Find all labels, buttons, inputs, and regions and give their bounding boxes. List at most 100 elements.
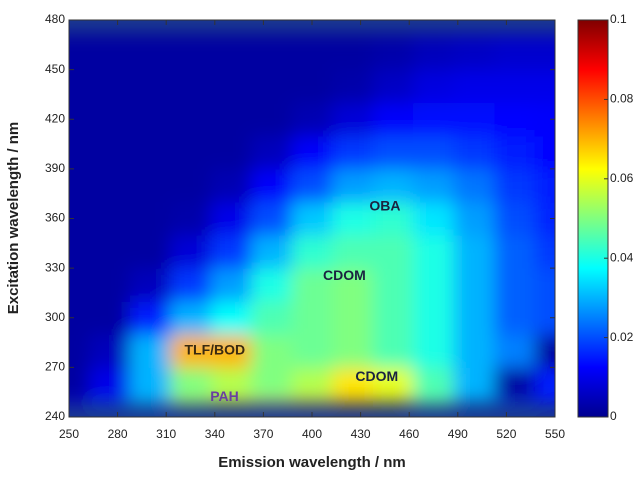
heat-cell [210,135,252,170]
heat-cell [69,36,90,71]
heat-cell [413,33,455,38]
heat-cell [129,102,171,137]
heat-cell [89,135,131,170]
heat-cell [69,201,90,236]
heat-cell [251,367,293,401]
heat-cell [69,268,90,302]
heat-cell [372,400,414,405]
heat-cell [332,33,374,38]
heat-cell [210,201,252,236]
x-tick-label: 280 [108,427,128,441]
heat-cell [89,334,131,368]
heat-cell [453,400,495,405]
heat-cell [291,367,333,401]
heat-cell [494,102,536,137]
x-tick-label: 460 [399,427,419,441]
heat-cell [534,367,555,401]
heat-cell [129,69,171,104]
heat-cell [413,36,455,71]
y-tick-label: 390 [45,161,65,175]
heat-cell [89,102,131,137]
heat-cell [69,168,90,203]
heat-cell [291,400,333,405]
annotation: CDOM [355,368,398,384]
heat-cell [170,235,212,269]
heat-cell [89,36,131,71]
heat-cell [413,301,455,335]
y-axis-label: Excitation wavelength / nm [5,122,22,315]
y-tick-label: 300 [45,310,65,324]
heat-cell [413,400,455,405]
heat-cell [170,69,212,104]
heat-cell [210,69,252,104]
heat-cell [413,201,455,236]
heat-cell [210,235,252,269]
heat-cell [210,367,252,401]
heat-cell [89,268,131,302]
heat-cell [291,301,333,335]
heat-cell [129,268,171,302]
heat-cell [291,33,333,38]
heat-cell [372,268,414,302]
heat-cell [372,102,414,137]
y-tick-label: 270 [45,360,65,374]
heat-cell [69,235,90,269]
heat-cell [534,400,555,405]
heat-cell [210,102,252,137]
heat-cell [69,69,90,104]
heat-cell [494,135,536,170]
colorbar-tick-label: 0 [610,409,617,423]
heat-cell [129,201,171,236]
heat-cell [170,400,212,405]
heat-cell [534,135,555,170]
x-tick-label: 430 [351,427,371,441]
heat-cell [251,268,293,302]
heat-cell [170,367,212,401]
y-tick-label: 450 [45,62,65,76]
heat-cell [251,168,293,203]
heat-cell [291,168,333,203]
heat-cell [251,334,293,368]
heat-cell [210,33,252,38]
heat-cell [69,33,90,38]
heat-cell [332,367,374,401]
heat-cell [291,102,333,137]
heat-cell [453,268,495,302]
heat-cell [210,36,252,71]
colorbar-tick-label: 0.06 [610,171,634,185]
heat-cell [372,36,414,71]
heat-cell [534,334,555,368]
heat-cell [413,69,455,104]
heat-cell [372,135,414,170]
heat-cell [251,400,293,405]
heat-cell [494,301,536,335]
y-tick-label: 360 [45,211,65,225]
heat-cell [534,268,555,302]
heat-cell [332,36,374,71]
heat-cell [372,201,414,236]
heat-cell [291,334,333,368]
heat-cell [372,235,414,269]
y-tick-label: 420 [45,111,65,125]
heat-cell [534,33,555,38]
heat-cell [494,268,536,302]
heat-cell [210,400,252,405]
heat-cell [69,135,90,170]
heat-cell [129,301,171,335]
heat-cell [170,33,212,38]
heat-cell [453,301,495,335]
heat-cell [129,367,171,401]
x-tick-label: 550 [545,427,565,441]
x-axis-label: Emission wavelength / nm [218,454,406,471]
heat-cell [332,235,374,269]
heat-cell [69,400,90,405]
y-tick-label: 240 [45,409,65,423]
heat-cell [494,69,536,104]
heat-cell [494,201,536,236]
heat-cell [494,400,536,405]
heat-cell [69,334,90,368]
heat-cell [413,268,455,302]
heat-cell [129,135,171,170]
heat-cell [210,334,252,368]
